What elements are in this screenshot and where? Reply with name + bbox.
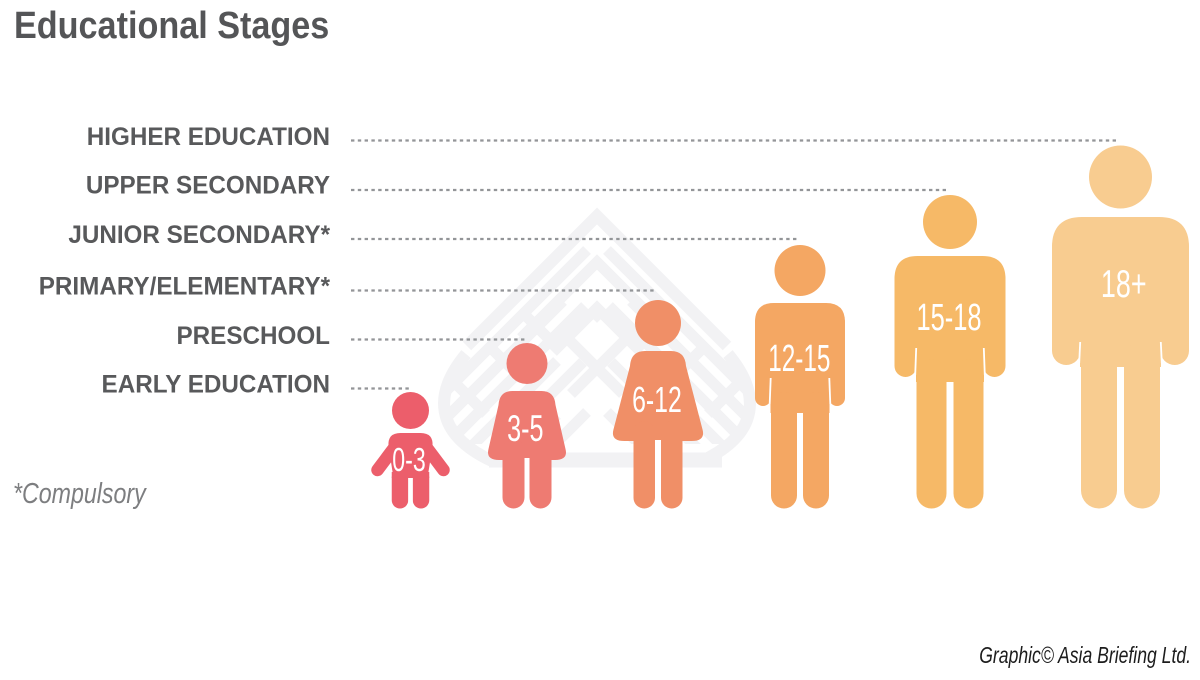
svg-text:12-15: 12-15 xyxy=(768,336,830,379)
svg-text:3-5: 3-5 xyxy=(507,407,543,449)
svg-text:UPPER SECONDARY: UPPER SECONDARY xyxy=(86,172,331,199)
svg-text:18+: 18+ xyxy=(1101,263,1147,306)
svg-text:0-3: 0-3 xyxy=(392,442,425,479)
svg-text:6-12: 6-12 xyxy=(632,379,682,420)
svg-text:15-18: 15-18 xyxy=(916,296,981,338)
svg-text:PRIMARY/ELEMENTARY*: PRIMARY/ELEMENTARY* xyxy=(39,273,331,300)
svg-text:EARLY EDUCATION: EARLY EDUCATION xyxy=(102,371,330,398)
svg-text:Graphic© Asia Briefing Ltd.: Graphic© Asia Briefing Ltd. xyxy=(979,643,1191,669)
svg-text:PRESCHOOL: PRESCHOOL xyxy=(177,323,330,350)
svg-text:*Compulsory: *Compulsory xyxy=(13,476,147,509)
svg-text:JUNIOR SECONDARY*: JUNIOR SECONDARY* xyxy=(68,222,330,249)
svg-text:HIGHER EDUCATION: HIGHER EDUCATION xyxy=(87,124,330,151)
svg-text:Educational Stages: Educational Stages xyxy=(14,3,329,46)
